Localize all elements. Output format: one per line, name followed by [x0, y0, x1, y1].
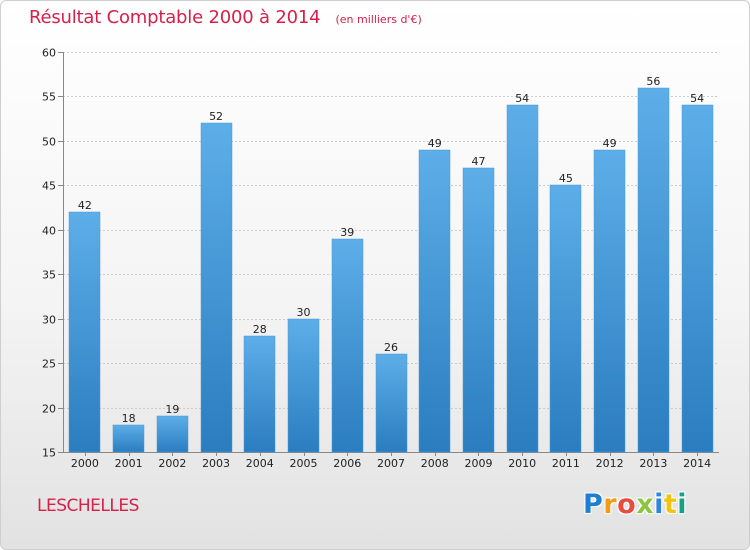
y-tick-label: 30 — [42, 314, 56, 327]
value-label-2003: 52 — [209, 110, 223, 123]
value-label-2011: 45 — [559, 172, 573, 185]
chart-title-row: Résultat Comptable 2000 à 2014 (en milli… — [29, 7, 422, 28]
bar-2002 — [156, 415, 189, 453]
value-label-2007: 26 — [384, 341, 398, 354]
x-tick-label-2010: 2010 — [508, 457, 536, 470]
y-tick-label: 55 — [42, 91, 56, 104]
bar-2009 — [462, 167, 495, 453]
value-label-2008: 49 — [428, 137, 442, 150]
value-label-2004: 28 — [253, 323, 267, 336]
value-label-2009: 47 — [471, 155, 485, 168]
bar-2003 — [200, 122, 233, 453]
x-tick-label-2003: 2003 — [202, 457, 230, 470]
x-tick-label-2004: 2004 — [246, 457, 274, 470]
x-tick-label-2014: 2014 — [683, 457, 711, 470]
y-tick-label: 20 — [42, 403, 56, 416]
value-label-2012: 49 — [603, 137, 617, 150]
value-label-2002: 19 — [165, 403, 179, 416]
x-tick-label-2011: 2011 — [552, 457, 580, 470]
value-label-2005: 30 — [297, 306, 311, 319]
bar-2004 — [243, 335, 276, 453]
chart-title: Résultat Comptable 2000 à 2014 — [29, 7, 321, 28]
bar-2008 — [418, 149, 451, 453]
x-tick-label-2002: 2002 — [158, 457, 186, 470]
y-tick-label: 50 — [42, 136, 56, 149]
bar-2001 — [112, 424, 145, 453]
x-tick-label-2005: 2005 — [290, 457, 318, 470]
x-tick-label-2006: 2006 — [333, 457, 361, 470]
chart-unit: (en milliers d'€) — [335, 13, 422, 26]
value-label-2006: 39 — [340, 226, 354, 239]
y-tick-label: 60 — [42, 47, 56, 60]
bar-2005 — [287, 318, 320, 453]
x-tick-label-2008: 2008 — [421, 457, 449, 470]
value-label-2010: 54 — [515, 92, 529, 105]
y-tick-label: 40 — [42, 225, 56, 238]
x-tick-label-2007: 2007 — [377, 457, 405, 470]
value-label-2014: 54 — [690, 92, 704, 105]
label-layer: 42 2000 18 2001 19 2002 52 2003 28 2004 30 2005 39 20… — [71, 75, 711, 470]
x-tick-label-2000: 2000 — [71, 457, 99, 470]
proxiti-logo[interactable]: Proxiti — [583, 489, 688, 520]
y-tick-label: 15 — [42, 447, 56, 460]
y-tick-label: 25 — [42, 358, 56, 371]
bar-2013 — [637, 87, 670, 453]
bar-2006 — [331, 238, 364, 453]
axis-layer: 15 20 25 30 35 40 45 50 55 60 — [42, 47, 719, 460]
x-tick-label-2009: 2009 — [464, 457, 492, 470]
bar-2007 — [375, 353, 408, 453]
x-tick-label-2001: 2001 — [115, 457, 143, 470]
bar-2014 — [681, 104, 714, 453]
bar-2011 — [549, 184, 582, 453]
value-label-2013: 56 — [646, 75, 660, 88]
bar-2012 — [593, 149, 626, 453]
x-tick-label-2013: 2013 — [639, 457, 667, 470]
bar-layer — [68, 87, 714, 453]
value-label-2001: 18 — [122, 412, 136, 425]
bar-2000 — [68, 211, 101, 453]
y-tick-label: 35 — [42, 269, 56, 282]
bar-2010 — [506, 104, 539, 453]
commune-name: LESCHELLES — [37, 496, 139, 516]
y-tick-label: 45 — [42, 180, 56, 193]
value-label-2000: 42 — [78, 199, 92, 212]
x-tick-label-2012: 2012 — [596, 457, 624, 470]
